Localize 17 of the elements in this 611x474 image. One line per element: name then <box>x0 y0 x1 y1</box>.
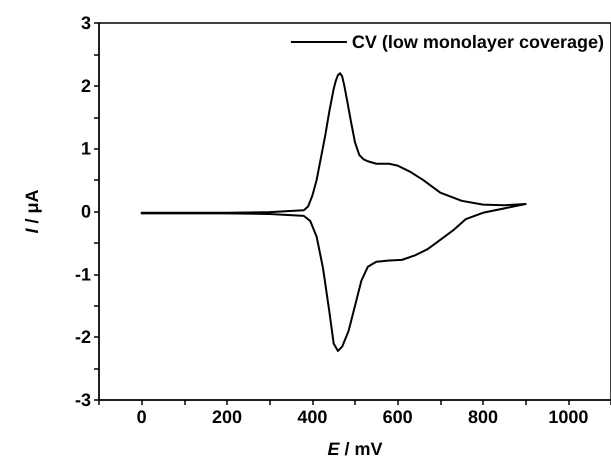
y-tick-label: -3 <box>74 390 91 410</box>
y-tick-label: 3 <box>80 13 91 33</box>
y-axis-title: I / μA <box>22 189 42 234</box>
y-tick-label: 2 <box>80 76 91 96</box>
x-tick-label: 0 <box>136 407 147 427</box>
y-tick-label: -2 <box>74 327 91 348</box>
x-axis-title: E / mV <box>327 439 383 459</box>
legend-label: CV (low monolayer coverage) <box>352 32 604 52</box>
y-tick-label: 0 <box>80 202 91 222</box>
x-tick-label: 400 <box>297 407 328 427</box>
line-series <box>140 72 527 352</box>
x-tick-label: 800 <box>468 407 498 427</box>
y-tick-label: -1 <box>74 264 91 284</box>
x-tick-label: 200 <box>212 407 242 427</box>
x-tick-label: 1000 <box>548 407 588 427</box>
x-tick-label: 600 <box>382 407 413 427</box>
y-tick-label: 1 <box>80 138 91 159</box>
